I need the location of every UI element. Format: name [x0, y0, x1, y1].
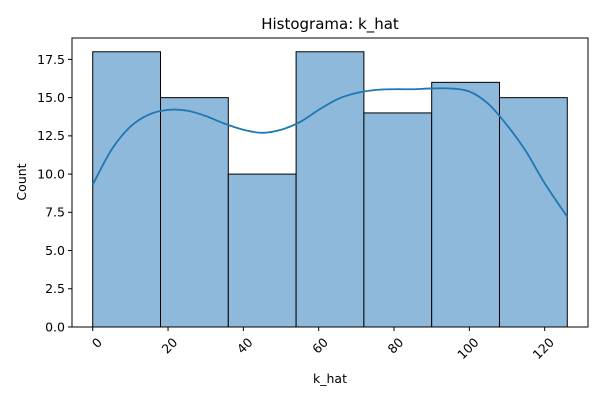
x-tick-label: 0 — [89, 335, 105, 351]
histogram-bar-0 — [92, 51, 162, 328]
y-tick-label: 10.0 — [37, 166, 65, 181]
histogram-bar-5 — [431, 81, 500, 328]
y-axis-ticks: 0.0 2.5 5.0 7.5 10.0 12.5 15.0 17.5 — [37, 52, 72, 334]
y-axis-label: Count — [14, 163, 29, 200]
histogram-bar-3 — [295, 51, 365, 328]
y-tick-label: 7.5 — [45, 205, 65, 220]
y-tick-label: 0.0 — [45, 319, 65, 334]
bars-group — [92, 51, 568, 328]
chart-title: Histograma: k_hat — [261, 15, 399, 34]
y-tick-label: 12.5 — [37, 128, 65, 143]
y-tick-label: 15.0 — [37, 90, 65, 105]
histogram-bar-6 — [498, 97, 568, 328]
histogram-bar-1 — [160, 97, 229, 328]
histogram-bar-2 — [227, 173, 297, 328]
histogram-bar-4 — [363, 112, 433, 328]
x-axis-ticks: 0 20 40 60 80 100 120 — [89, 327, 557, 362]
x-tick-label: 80 — [384, 335, 406, 357]
x-tick-label: 20 — [158, 335, 180, 357]
x-tick-label: 120 — [530, 335, 558, 363]
y-tick-label: 2.5 — [45, 281, 65, 296]
kde-line — [91, 87, 569, 218]
y-tick-label: 5.0 — [45, 243, 65, 258]
plot-frame — [71, 37, 589, 328]
x-axis-label: k_hat — [313, 371, 347, 386]
x-tick-label: 100 — [454, 335, 482, 363]
y-tick-label: 17.5 — [37, 52, 65, 67]
x-tick-label: 40 — [234, 335, 256, 357]
x-tick-label: 60 — [309, 335, 331, 357]
